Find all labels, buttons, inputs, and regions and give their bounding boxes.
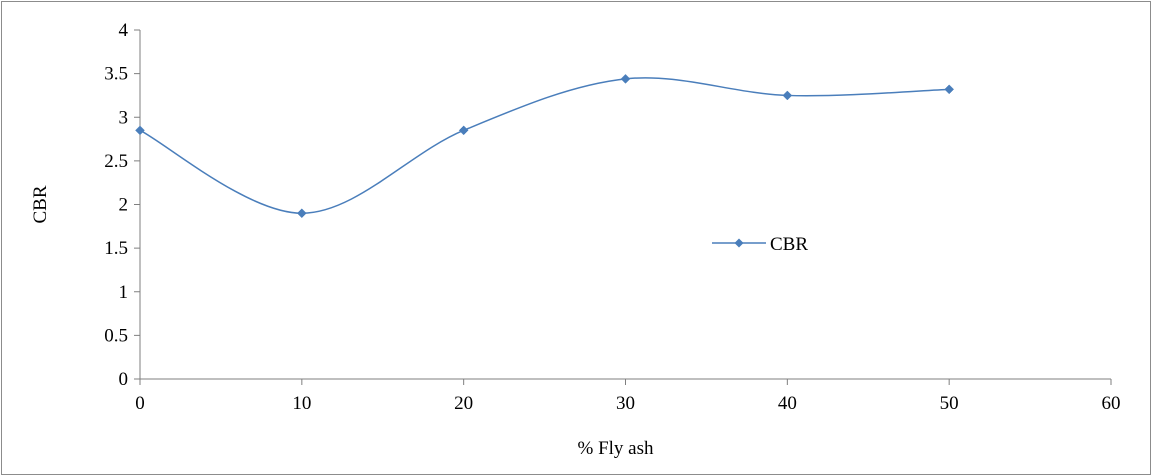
x-tick-label: 60 (1102, 393, 1121, 414)
y-ticks: 0 0.5 1 1.5 2 2.5 3 3.5 4 (104, 20, 140, 390)
data-point (135, 125, 145, 136)
y-tick-label: 2 (119, 195, 129, 216)
y-tick-label: 0 (119, 369, 129, 390)
x-tick-label: 30 (616, 393, 635, 414)
y-tick-label: 0.5 (104, 325, 128, 346)
series-group (135, 74, 955, 219)
data-point (458, 125, 469, 136)
x-axis-title: % Fly ash (578, 438, 655, 459)
y-tick-label: 1.5 (104, 238, 128, 259)
y-tick-label: 3 (119, 107, 129, 128)
data-point (296, 208, 307, 219)
legend-label: CBR (770, 234, 808, 255)
x-tick-label: 40 (778, 393, 797, 414)
data-point (782, 90, 793, 101)
legend-marker-icon (734, 238, 744, 248)
y-axis-title: CBR (30, 185, 51, 223)
x-ticks: 0 10 20 30 40 50 60 (135, 379, 1121, 414)
y-tick-label: 2.5 (104, 151, 128, 172)
y-tick-label: 3.5 (104, 64, 128, 85)
x-tick-label: 50 (940, 393, 959, 414)
data-point (620, 74, 631, 84)
x-tick-label: 0 (135, 393, 145, 414)
y-tick-label: 4 (119, 20, 129, 41)
legend: CBR (712, 234, 808, 255)
series-line-cbr (139, 77, 950, 214)
y-tick-label: 1 (119, 282, 129, 303)
x-tick-label: 10 (292, 393, 311, 414)
x-tick-label: 20 (454, 393, 473, 414)
data-point (944, 84, 955, 95)
